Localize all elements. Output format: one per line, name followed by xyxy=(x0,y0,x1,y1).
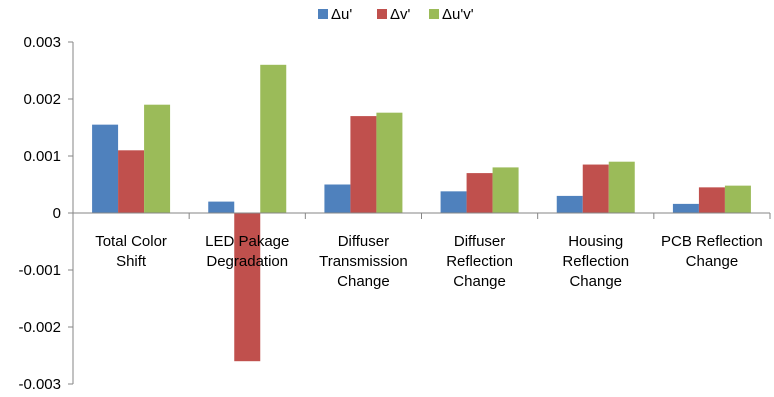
category-label: LED Pakage Degradation xyxy=(205,233,289,270)
y-axis: 0.003 0.002 0.001 0 -0.001 -0.002 -0.003 xyxy=(18,34,74,393)
bar-1-4 xyxy=(440,191,467,213)
bars xyxy=(92,64,751,362)
legend-label: Δu' xyxy=(331,6,352,23)
bar-1-2 xyxy=(208,201,235,213)
y-tick-label: 0 xyxy=(53,205,61,222)
bar-2-2 xyxy=(234,213,261,362)
bar-2-5 xyxy=(582,164,609,213)
category-label: PCB Reflection Change xyxy=(661,233,763,270)
category-label: Diffuser Transmission Change xyxy=(319,233,408,290)
category-label: Diffuser Reflection Change xyxy=(446,233,513,290)
y-tick-label: 0.002 xyxy=(23,91,61,108)
x-axis xyxy=(72,212,771,219)
bar-1-1 xyxy=(92,124,119,213)
y-tick-label: -0.001 xyxy=(18,262,61,279)
legend-label: Δv' xyxy=(390,6,411,23)
category-label: Housing Reflection Change xyxy=(562,233,629,290)
legend-label: Δu'v' xyxy=(442,6,474,23)
y-tick-label: -0.002 xyxy=(18,319,61,336)
bar-1-6 xyxy=(672,203,699,213)
y-tick-label: 0.003 xyxy=(23,34,61,51)
bar-3-1 xyxy=(144,104,171,213)
bar-2-4 xyxy=(466,173,493,213)
legend-swatch xyxy=(429,9,439,19)
bar-1-3 xyxy=(324,184,351,213)
legend-swatch xyxy=(377,9,387,19)
bar-3-5 xyxy=(608,161,635,213)
bar-3-3 xyxy=(376,112,403,213)
bar-3-2 xyxy=(260,64,287,213)
bar-3-6 xyxy=(724,185,751,213)
y-tick-label: 0.001 xyxy=(23,148,61,165)
category-label: Total Color Shift xyxy=(95,233,167,270)
bar-1-5 xyxy=(556,195,583,213)
y-tick-label: -0.003 xyxy=(18,376,61,393)
bar-2-1 xyxy=(118,150,145,213)
bar-2-6 xyxy=(698,187,725,213)
category-labels: Total Color Shift LED Pakage Degradation Dif… xyxy=(95,233,763,290)
legend-swatch xyxy=(318,9,328,19)
bar-2-3 xyxy=(350,116,377,213)
legend: Δu' Δv' Δu'v' xyxy=(318,6,474,23)
bar-3-4 xyxy=(492,167,519,213)
